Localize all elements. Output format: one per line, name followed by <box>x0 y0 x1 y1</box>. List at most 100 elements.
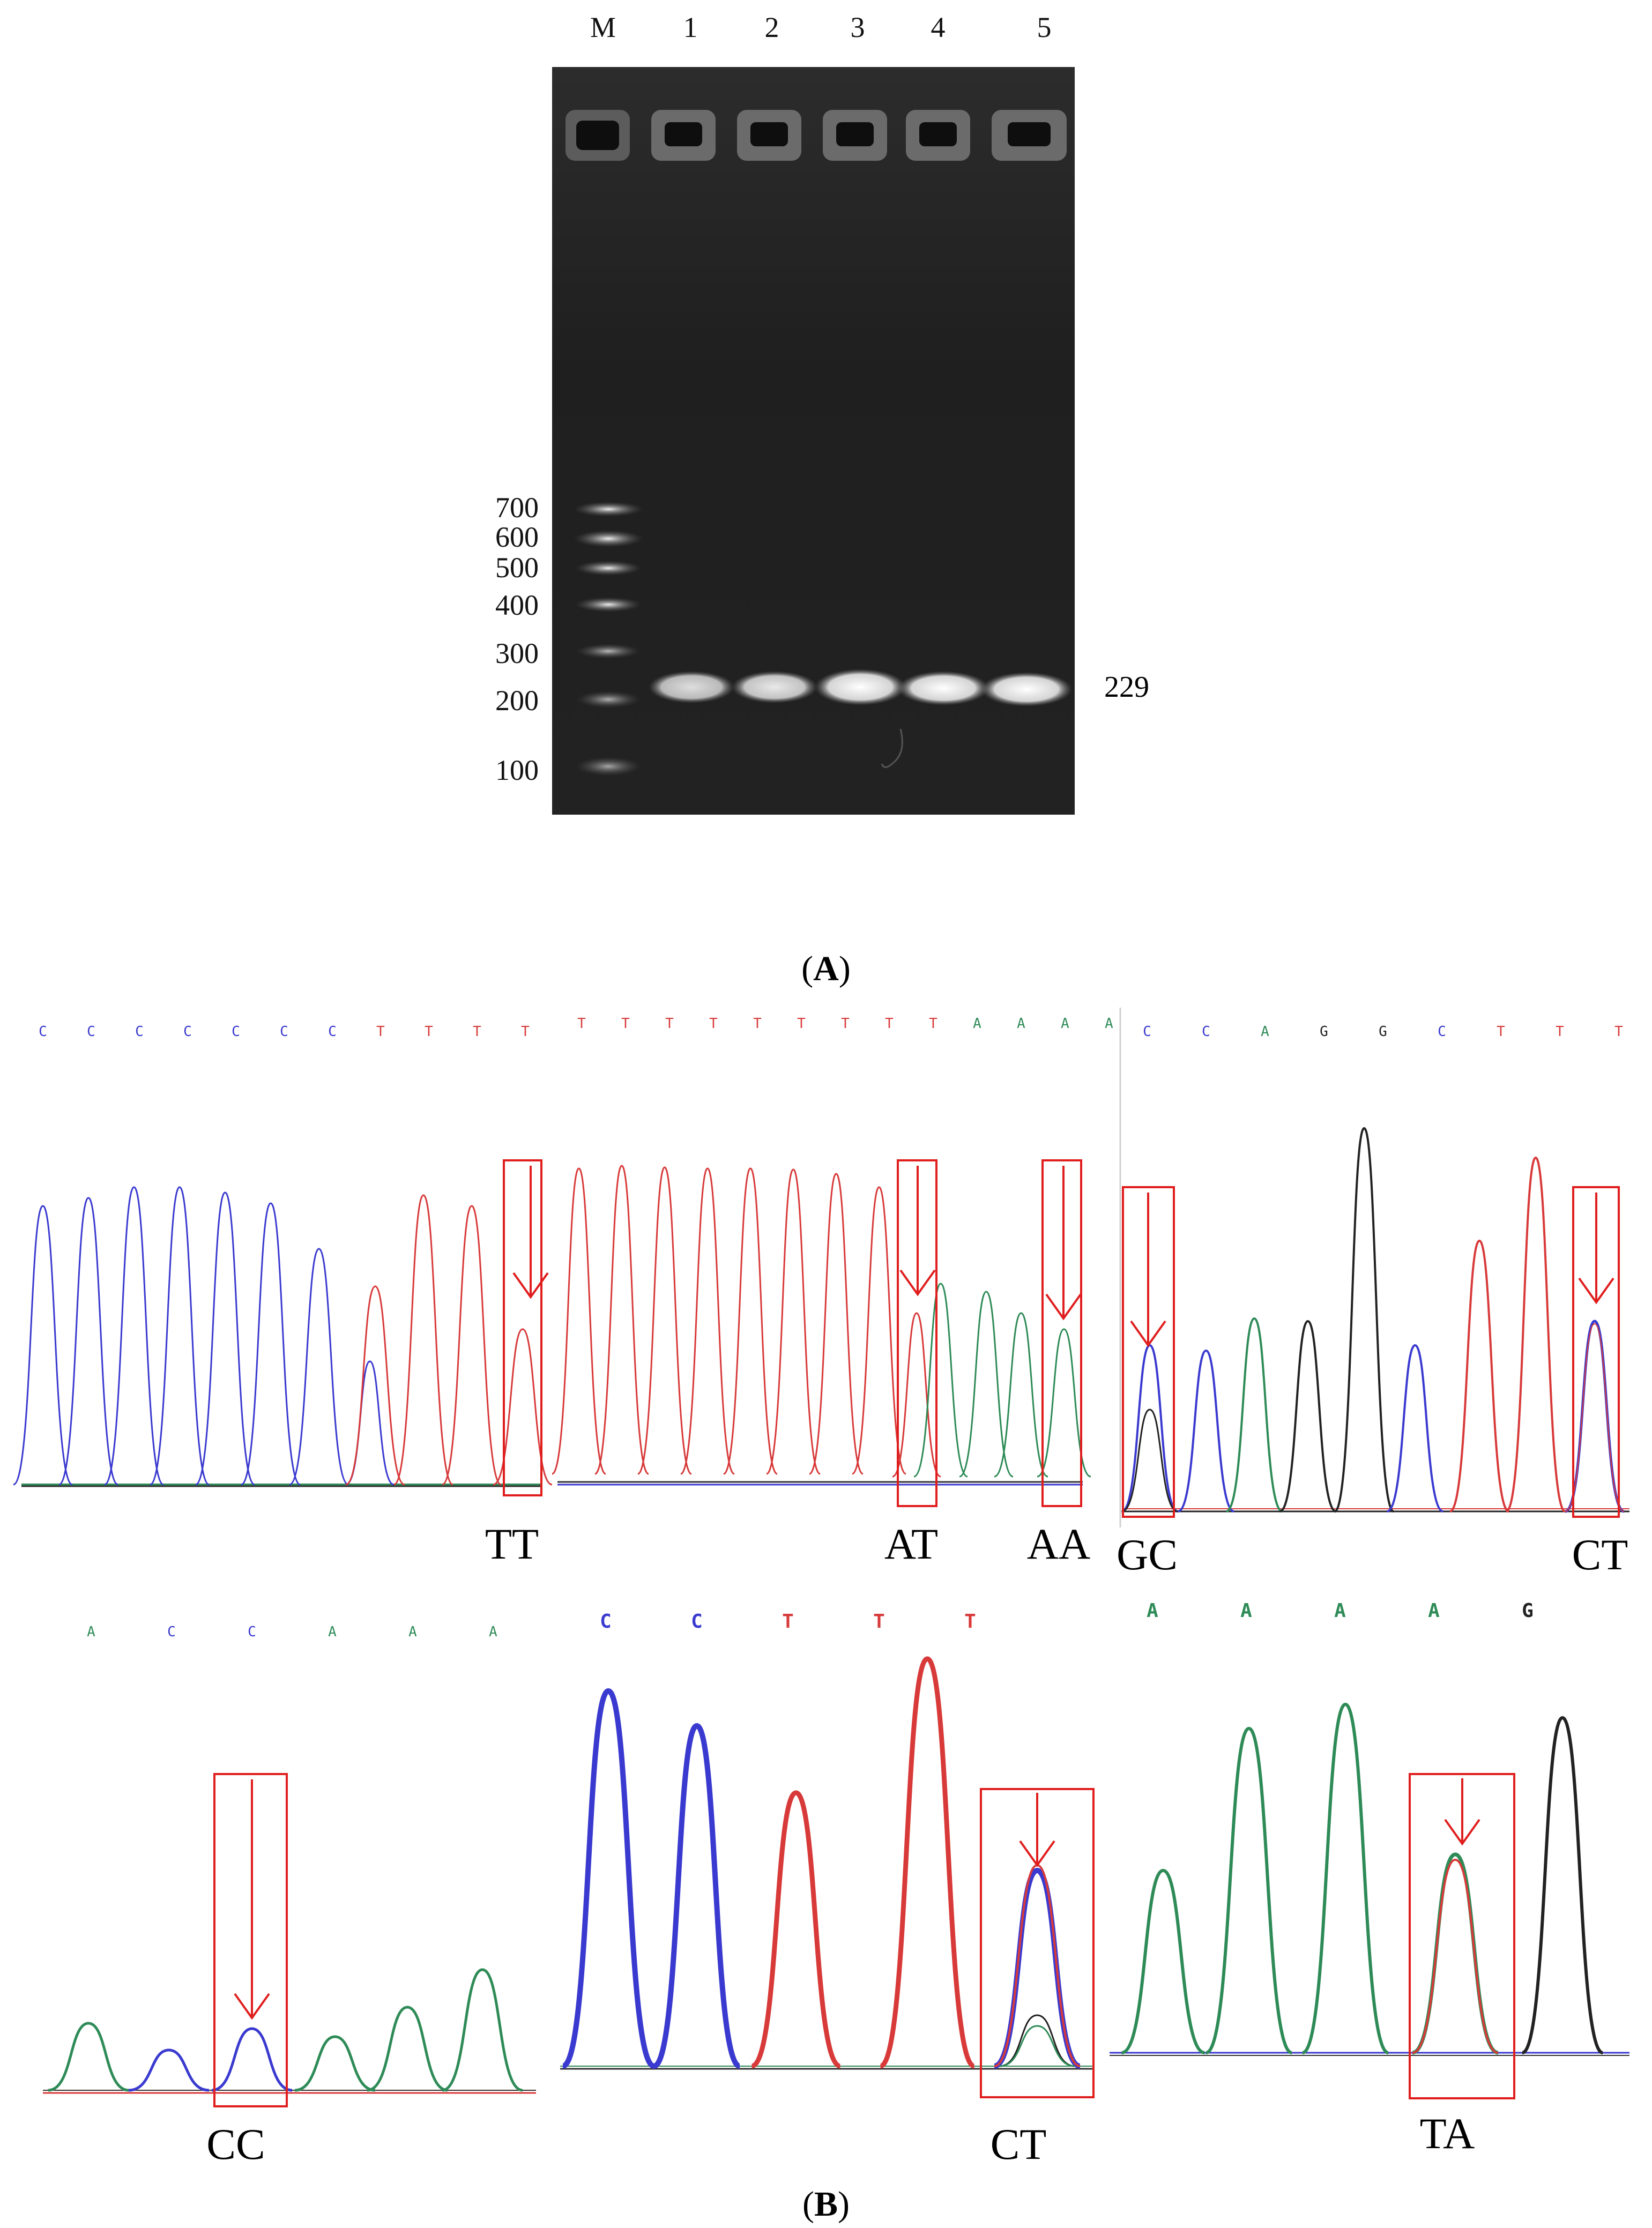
caption-a: (A) <box>801 949 851 988</box>
base-letter: C <box>87 1024 95 1040</box>
box-p1-tt <box>503 1159 542 1496</box>
trace-peak <box>680 1167 735 1475</box>
marker-700: 700 <box>495 491 539 524</box>
trace-peak <box>1334 1127 1395 1512</box>
lane-label-1: 1 <box>683 11 698 43</box>
base-letter: T <box>521 1024 530 1040</box>
base-letter: T <box>782 1611 794 1633</box>
trace-peak <box>652 1723 741 2069</box>
box-p6-ta <box>1409 1773 1515 2099</box>
base-letter: A <box>1061 1016 1069 1032</box>
base-letter: T <box>1614 1024 1623 1040</box>
base-letter: T <box>964 1611 976 1633</box>
trace-peak <box>345 1285 405 1486</box>
base-letter: C <box>167 1624 176 1640</box>
base-letter: C <box>1143 1024 1151 1040</box>
base-letter: C <box>232 1024 240 1040</box>
base-letter: C <box>39 1024 47 1040</box>
base-letter: A <box>1334 1600 1346 1622</box>
trace-peak <box>1301 1702 1389 2054</box>
marker-500: 500 <box>495 552 539 584</box>
trace-peak <box>241 1202 301 1486</box>
trace-peak <box>211 2027 293 2092</box>
trace-peak <box>48 2022 129 2092</box>
box-p2-at <box>897 1159 937 1507</box>
trace-peak <box>1121 1344 1179 1512</box>
genotype-p6-ta: TA <box>1419 2109 1475 2158</box>
trace-peak <box>852 1186 906 1475</box>
well-5 <box>992 110 1067 161</box>
trace-peak <box>442 1205 502 1486</box>
trace-peak <box>913 1283 968 1478</box>
trace-peak <box>1412 1858 1499 2054</box>
base-letter: C <box>280 1024 288 1040</box>
genotype-p3-ct: CT <box>1572 1530 1628 1579</box>
annotation-boxes <box>213 1159 1620 2107</box>
base-letter: T <box>873 1611 885 1633</box>
trace-peak <box>345 1360 395 1486</box>
trace-peak <box>1037 1328 1091 1478</box>
trace-peak <box>195 1191 255 1486</box>
base-letter: A <box>1428 1600 1440 1622</box>
marker-300: 300 <box>495 637 539 669</box>
genotype-p4-cc: CC <box>206 2120 265 2169</box>
base-letter: T <box>753 1016 762 1032</box>
base-letter: G <box>1320 1024 1328 1040</box>
annotation-arrows <box>234 1166 1614 2020</box>
trace-peak <box>594 1165 649 1475</box>
base-letter: T <box>665 1016 674 1032</box>
ladder-bands <box>574 502 643 776</box>
trace-peak <box>1386 1344 1444 1512</box>
trace-peak <box>723 1167 778 1475</box>
trace-peak <box>1411 1852 1499 2055</box>
lane-label-5: 5 <box>1037 11 1052 43</box>
trace-peak <box>766 1168 821 1475</box>
trace-peak <box>104 1186 164 1486</box>
base-letter: A <box>1261 1024 1269 1040</box>
trace-peak <box>367 2006 448 2092</box>
box-p2-aa <box>1041 1159 1082 1507</box>
genotype-p2-aa: AA <box>1026 1519 1091 1568</box>
sample-bands <box>649 669 1072 706</box>
trace-peak <box>892 1312 941 1478</box>
base-letter: A <box>1240 1600 1252 1622</box>
lane-label-3: 3 <box>850 11 865 43</box>
caption-b-letter: B <box>814 2185 838 2224</box>
trace-peak <box>1279 1320 1337 1512</box>
band-lane-5 <box>981 672 1072 706</box>
trace-peak <box>58 1197 118 1486</box>
trace-peak <box>13 1205 73 1486</box>
well-2 <box>737 110 801 161</box>
trace-peak <box>1121 1868 1205 2054</box>
base-letter: T <box>797 1016 806 1032</box>
marker-100: 100 <box>495 754 539 786</box>
band-size-label: 229 <box>1104 670 1149 704</box>
trace-peak <box>1205 1726 1293 2054</box>
base-letter: T <box>841 1016 850 1032</box>
trace-peak <box>994 1312 1048 1478</box>
base-letter: G <box>1522 1600 1534 1622</box>
lane-label-4: 4 <box>931 11 946 43</box>
base-letter: T <box>621 1016 630 1032</box>
caption-a-letter: A <box>813 949 839 988</box>
gel-background <box>552 67 1075 815</box>
base-letter: C <box>328 1024 337 1040</box>
genotype-p1-tt: TT <box>485 1519 539 1568</box>
trace-peak <box>294 2035 376 2092</box>
base-letter: T <box>425 1024 433 1040</box>
trace-peak <box>809 1173 864 1475</box>
trace-peak <box>128 2048 210 2092</box>
caption-b: (B) <box>802 2185 850 2224</box>
base-letter: A <box>1147 1600 1158 1622</box>
trace-peak <box>493 1328 553 1486</box>
trace-peak <box>750 1790 842 2069</box>
box-p3-gc <box>1122 1186 1175 1518</box>
base-letter: T <box>885 1016 894 1032</box>
trace-peak <box>999 2014 1075 2067</box>
trace-peak <box>1449 1239 1509 1512</box>
base-letter: T <box>1497 1024 1505 1040</box>
lane-label-2: 2 <box>764 11 779 43</box>
trace-peak <box>1565 1323 1625 1512</box>
trace-peak <box>879 1656 976 2069</box>
